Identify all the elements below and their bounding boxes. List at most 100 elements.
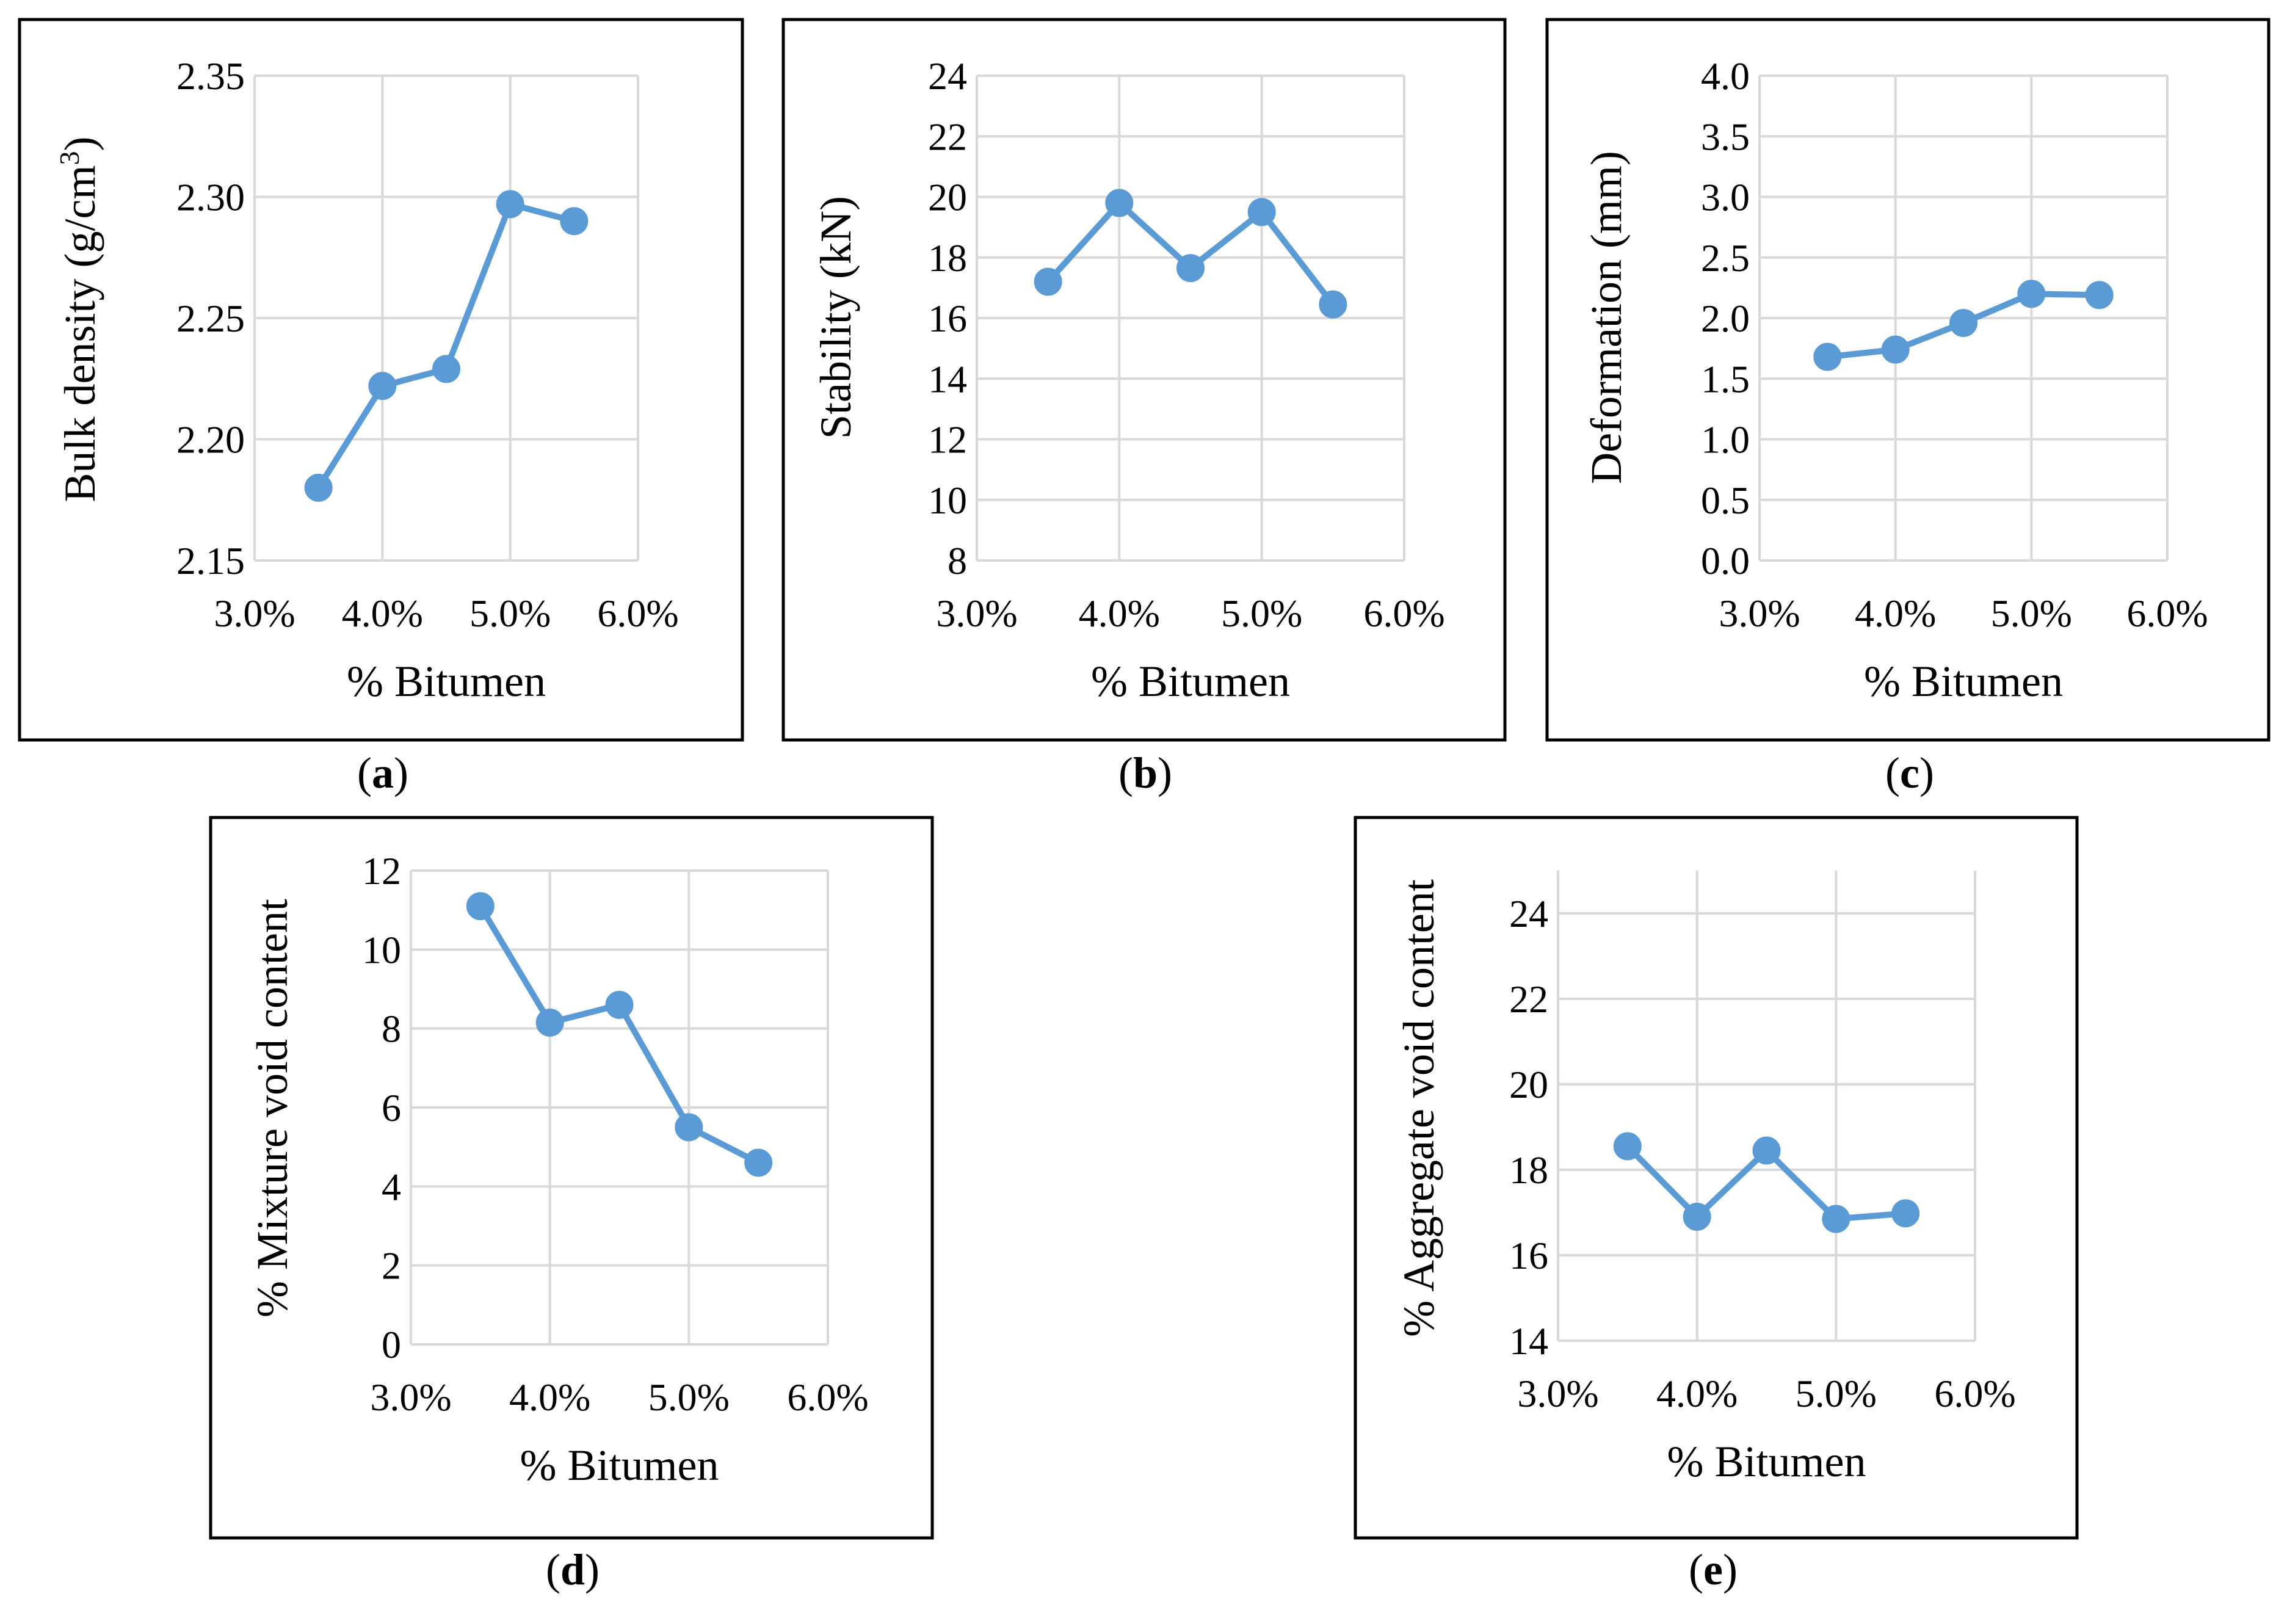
panel-caption: (e) <box>1689 1545 1738 1594</box>
data-point <box>1949 308 1977 337</box>
panel-e: 14 16 18 20 22 24 3.0% 4.0% 5.0% 6.0% % Bitumen % A… <box>1354 816 2079 1594</box>
data-point <box>1813 343 1842 371</box>
data-point <box>1034 267 1062 296</box>
x-axis-title: % Bitumen <box>1091 657 1290 706</box>
y-axis-title: % Mixture void content <box>248 899 297 1318</box>
panel-caption: (b) <box>1118 749 1172 797</box>
y-tick-label: 4 <box>382 1165 401 1208</box>
y-tick-label: 18 <box>928 236 967 280</box>
x-tick-label: 5.0% <box>1796 1372 1877 1415</box>
x-tick-label: 6.0% <box>1363 592 1444 635</box>
y-tick-label: 24 <box>928 54 967 98</box>
x-tick-label: 4.0% <box>1656 1372 1738 1415</box>
data-point <box>1752 1136 1781 1165</box>
y-axis-title: Stability (kN) <box>811 196 860 439</box>
y-tick-label: 2.5 <box>1701 236 1750 280</box>
y-tick-label: 22 <box>1509 977 1548 1021</box>
panel-caption: (a) <box>357 749 408 797</box>
x-tick-label: 6.0% <box>597 592 678 635</box>
gridlines <box>410 869 829 1346</box>
panel-caption: (d) <box>546 1545 600 1594</box>
y-tick-label: 16 <box>928 297 967 340</box>
gridlines <box>253 74 639 562</box>
x-tick-label: 4.0% <box>509 1376 590 1419</box>
y-tick-label: 10 <box>362 928 401 971</box>
y-tick-label: 2.15 <box>176 539 245 582</box>
y-axis-title: Bulk density (g/cm3) <box>54 137 104 502</box>
x-tick-label: 4.0% <box>1079 592 1160 635</box>
x-axis-title: % Bitumen <box>347 657 546 706</box>
y-tick-label: 2.0 <box>1701 297 1750 340</box>
data-point <box>1176 254 1205 283</box>
y-tick-label: 14 <box>1509 1319 1548 1363</box>
y-tick-label: 2 <box>382 1244 401 1288</box>
y-tick-label: 20 <box>928 176 967 219</box>
x-tick-label: 6.0% <box>1934 1372 2015 1415</box>
x-tick-label: 3.0% <box>1517 1372 1598 1415</box>
x-tick-label: 3.0% <box>370 1376 451 1419</box>
y-tick-label: 22 <box>928 115 967 158</box>
x-tick-label: 6.0% <box>787 1376 868 1419</box>
x-tick-label: 5.0% <box>1221 592 1302 635</box>
data-point <box>1822 1205 1850 1233</box>
panel-c: 0.0 0.5 1.0 1.5 2.0 2.5 3.0 3.5 4.0 3.0% 4.0% 5.0% 6… <box>1545 18 2271 797</box>
y-tick-label: 8 <box>948 539 967 582</box>
data-point <box>1891 1199 1920 1228</box>
y-tick-label: 0 <box>382 1323 401 1366</box>
gridlines <box>976 74 1405 562</box>
y-tick-label: 4.0 <box>1701 54 1750 98</box>
y-tick-label: 16 <box>1509 1234 1548 1277</box>
x-tick-label: 4.0% <box>342 592 423 635</box>
y-tick-label: 1.0 <box>1701 418 1750 462</box>
data-point <box>466 892 495 921</box>
x-tick-label: 3.0% <box>1719 592 1800 635</box>
y-tick-label: 1.5 <box>1701 357 1750 401</box>
x-axis-title: % Bitumen <box>1864 657 2063 706</box>
y-axis-title: Deformation (mm) <box>1582 151 1631 484</box>
data-point <box>304 473 333 502</box>
x-axis-title: % Bitumen <box>520 1441 719 1490</box>
panel-d: 0 2 4 6 8 10 12 3.0% 4.0% 5.0% 6.0% % Bitumen % Mixt… <box>209 816 934 1594</box>
data-point <box>675 1113 703 1142</box>
x-axis-title: % Bitumen <box>1667 1437 1866 1486</box>
y-tick-label: 0.5 <box>1701 479 1750 522</box>
y-tick-label: 10 <box>928 479 967 522</box>
x-tick-label: 4.0% <box>1855 592 1936 635</box>
y-tick-label: 6 <box>382 1086 401 1129</box>
data-point <box>2017 280 2046 308</box>
y-tick-label: 20 <box>1509 1063 1548 1106</box>
y-tick-label: 14 <box>928 357 967 401</box>
y-tick-label: 12 <box>928 418 967 462</box>
gridlines <box>1557 871 1976 1342</box>
y-axis-title: % Aggregate void content <box>1394 879 1443 1337</box>
data-point <box>1881 335 1910 364</box>
panel-frame <box>1354 816 2079 1540</box>
y-tick-label: 2.35 <box>176 54 245 98</box>
x-tick-label: 3.0% <box>214 592 295 635</box>
data-point <box>1105 189 1134 217</box>
data-point <box>2085 281 2114 310</box>
y-tick-label: 2.25 <box>176 297 245 340</box>
x-tick-label: 3.0% <box>936 592 1017 635</box>
y-tick-label: 3.0 <box>1701 176 1750 219</box>
data-point <box>535 1008 564 1037</box>
y-tick-label: 0.0 <box>1701 539 1750 582</box>
data-point <box>744 1148 773 1177</box>
data-point <box>1683 1203 1711 1231</box>
data-point <box>496 190 524 219</box>
panel-caption: (c) <box>1885 749 1934 797</box>
x-tick-label: 6.0% <box>2126 592 2208 635</box>
y-tick-label: 2.20 <box>176 418 245 462</box>
y-tick-label: 24 <box>1509 892 1548 935</box>
y-tick-label: 2.30 <box>176 176 245 219</box>
data-point <box>1247 198 1276 227</box>
panel-a: 2.15 2.20 2.25 2.30 2.35 3.0% 4.0% 5.0% 6.0% % Bi… <box>18 18 744 797</box>
data-point <box>368 372 397 401</box>
y-tick-label: 3.5 <box>1701 115 1750 158</box>
x-tick-label: 5.0% <box>648 1376 730 1419</box>
data-point <box>560 207 589 236</box>
data-point <box>605 990 634 1019</box>
data-point <box>1319 290 1347 319</box>
x-tick-label: 5.0% <box>1991 592 2072 635</box>
